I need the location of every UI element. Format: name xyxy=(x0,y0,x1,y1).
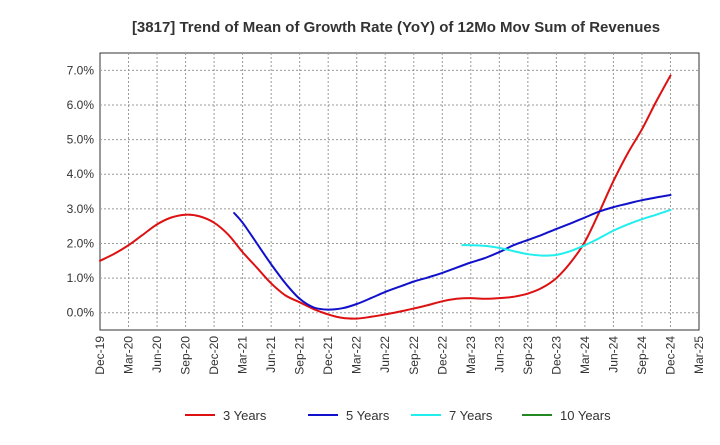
x-tick-label: Dec-23 xyxy=(549,336,563,375)
x-tick-label: Sep-24 xyxy=(635,336,649,375)
y-tick-label: 0.0% xyxy=(67,306,95,320)
x-tick-label: Dec-22 xyxy=(435,336,449,375)
x-tick-label: Dec-21 xyxy=(321,336,335,375)
x-tick-label: Sep-21 xyxy=(293,336,307,375)
legend: 3 Years 5 Years 7 Years 10 Years xyxy=(185,408,611,423)
series-lines xyxy=(99,74,672,320)
y-tick-label: 1.0% xyxy=(67,271,95,285)
legend-label-5-years: 5 Years xyxy=(346,408,390,423)
x-tick-label: Dec-19 xyxy=(93,336,107,375)
x-tick-label: Mar-23 xyxy=(464,336,478,374)
x-tick-label: Mar-21 xyxy=(236,336,250,374)
legend-label-3-years: 3 Years xyxy=(223,408,267,423)
x-tick-label: Mar-25 xyxy=(692,336,706,374)
legend-label-10-years: 10 Years xyxy=(560,408,611,423)
y-tick-label: 4.0% xyxy=(67,167,95,181)
y-tick-label: 6.0% xyxy=(67,98,95,112)
x-tick-label: Jun-21 xyxy=(264,336,278,373)
plot-area xyxy=(99,52,700,331)
chart-title: [3817] Trend of Mean of Growth Rate (YoY… xyxy=(132,19,660,36)
y-tick-label: 2.0% xyxy=(67,236,95,250)
legend-label-7-years: 7 Years xyxy=(449,408,493,423)
x-tick-label: Jun-23 xyxy=(492,336,506,373)
axis-labels: 0.0% 1.0% 2.0% 3.0% 4.0% 5.0% 6.0% 7.0% Dec-19 Ma… xyxy=(67,63,706,374)
x-tick-label: Mar-22 xyxy=(350,336,364,374)
x-tick-label: Dec-20 xyxy=(207,336,221,375)
y-tick-label: 7.0% xyxy=(67,63,95,77)
x-tick-label: Sep-23 xyxy=(521,336,535,375)
x-tick-label: Jun-24 xyxy=(606,336,620,373)
series-line-3-years xyxy=(99,74,672,320)
y-tick-label: 5.0% xyxy=(67,133,95,147)
series-line-5-years xyxy=(233,194,672,311)
x-tick-label: Jun-20 xyxy=(150,336,164,373)
y-tick-label: 3.0% xyxy=(67,202,95,216)
series-line-7-years xyxy=(461,208,672,257)
x-tick-label: Jun-22 xyxy=(378,336,392,373)
x-tick-label: Mar-24 xyxy=(578,336,592,374)
x-tick-label: Dec-24 xyxy=(663,336,677,375)
x-tick-label: Sep-22 xyxy=(407,336,421,375)
x-tick-label: Sep-20 xyxy=(179,336,193,375)
x-tick-label: Mar-20 xyxy=(122,336,136,374)
